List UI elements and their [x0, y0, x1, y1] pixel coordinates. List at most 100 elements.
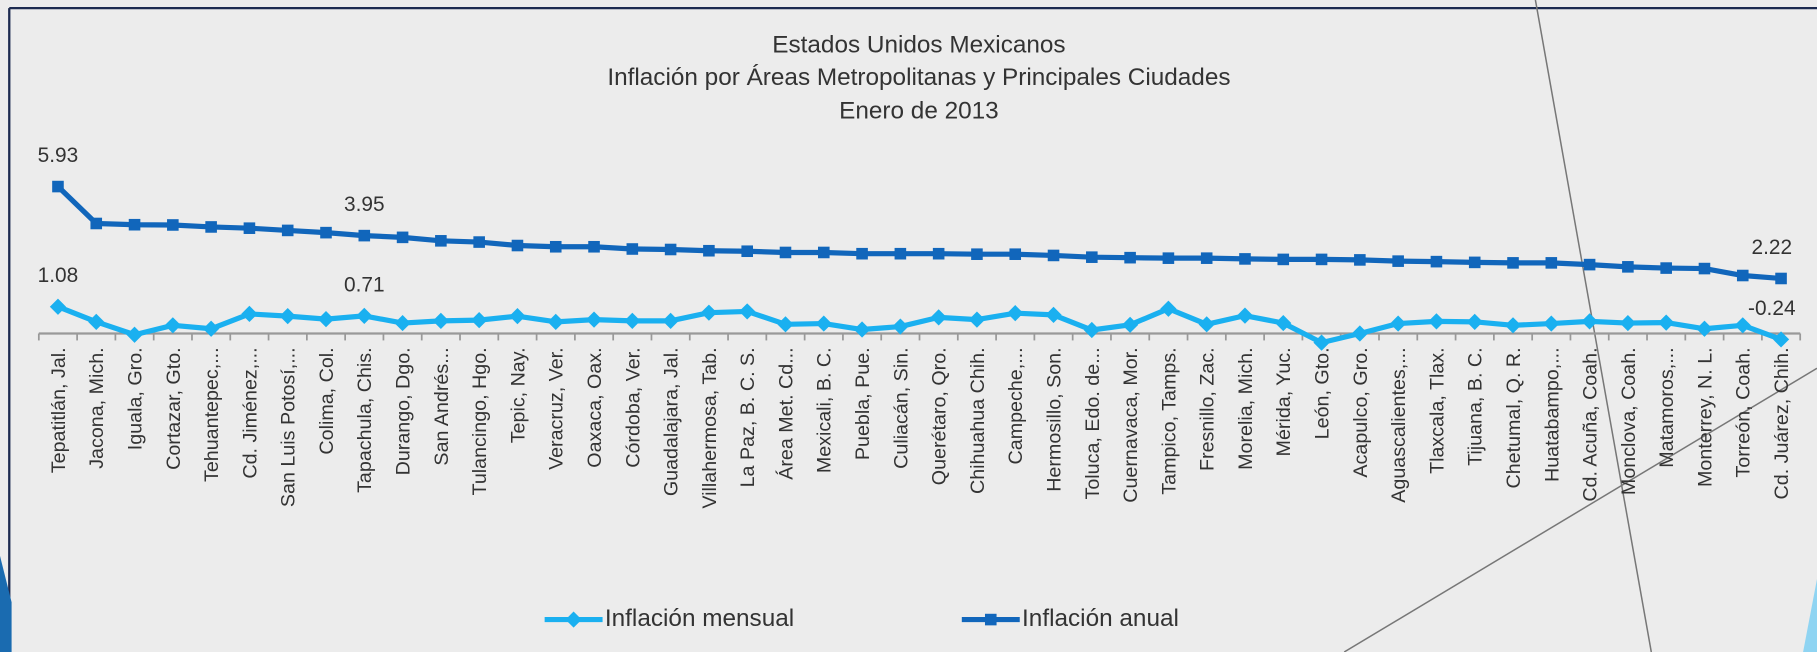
x-tick-label: Córdoba, Ver.: [622, 347, 644, 467]
decoration: [0, 555, 12, 652]
marker: [1507, 257, 1519, 269]
marker: [396, 231, 409, 244]
chart-title: Enero de 2013: [839, 98, 999, 125]
marker: [511, 239, 524, 252]
marker: [126, 326, 143, 343]
marker: [777, 316, 794, 333]
x-tick-label: Toluca, Edo. de...: [1082, 347, 1104, 499]
x-tick-label: San Luis Potosí,...: [278, 347, 300, 507]
x-tick-label: Matamoros,...: [1656, 347, 1678, 467]
x-tick-label: Monterrey, N. L.: [1694, 347, 1716, 487]
marker: [588, 240, 600, 253]
data-label: 1.08: [38, 264, 79, 287]
marker: [164, 317, 181, 334]
x-tick-label: Tapachula, Chis.: [354, 347, 376, 493]
x-tick-label: Villahermosa, Tab.: [699, 347, 721, 508]
x-tick-label: Cortazar, Gto.: [163, 347, 185, 470]
marker: [1583, 258, 1596, 271]
x-tick-label: San Andrés...: [431, 347, 453, 465]
marker: [128, 218, 141, 231]
marker: [664, 243, 677, 256]
data-label: 3.95: [344, 193, 385, 216]
marker: [779, 246, 792, 259]
legend-label: Inflación mensual: [605, 605, 794, 632]
marker: [1086, 251, 1098, 263]
marker: [549, 240, 562, 253]
marker: [1124, 251, 1136, 264]
x-tick-label: Tampico, Tamps.: [1158, 347, 1180, 494]
marker: [817, 246, 830, 259]
marker: [432, 312, 449, 329]
marker: [968, 311, 986, 328]
chart-title: Inflación por Áreas Metropolitanas y Pri…: [607, 64, 1230, 91]
marker: [930, 309, 947, 326]
x-tick-label: Jacona, Mich.: [86, 347, 108, 468]
marker: [932, 247, 945, 260]
x-tick-label: Tehuantepec,...: [201, 347, 223, 482]
chart-title: Estados Unidos Mexicanos: [772, 32, 1065, 59]
x-tick-label: León, Gto.: [1312, 347, 1334, 439]
x-tick-label: Hermosillo, Son.: [1043, 347, 1065, 491]
marker: [205, 221, 217, 233]
marker: [1619, 314, 1637, 332]
marker: [1545, 257, 1558, 269]
x-tick-label: Morelia, Mich.: [1235, 347, 1257, 469]
legend-marker: [984, 613, 997, 626]
marker: [203, 320, 220, 337]
marker: [1354, 254, 1366, 266]
marker: [1313, 334, 1330, 351]
x-tick-label: Oaxaca, Oax.: [584, 347, 606, 467]
marker: [1698, 262, 1711, 275]
x-tick-label: Tepic, Nay.: [507, 347, 529, 443]
marker: [1239, 253, 1251, 265]
marker: [1277, 253, 1290, 266]
line: [57, 304, 1782, 346]
marker: [741, 245, 753, 258]
x-tick-label: Durango, Dgo.: [393, 347, 415, 475]
marker: [894, 247, 907, 260]
marker: [853, 321, 871, 338]
x-tick-label: Chetumal, Q. R.: [1503, 347, 1525, 488]
marker: [52, 180, 64, 193]
marker: [547, 313, 564, 330]
data-label: 5.93: [38, 144, 79, 167]
marker: [662, 312, 679, 329]
data-label: 0.71: [344, 273, 385, 296]
x-tick-label: Torreón, Coah.: [1733, 347, 1755, 477]
x-tick-label: Tijuana, B. C.: [1465, 347, 1487, 466]
x-tick-label: Mexicali, B. C.: [814, 347, 836, 473]
marker: [1775, 272, 1787, 285]
marker: [1162, 252, 1175, 264]
marker: [243, 222, 256, 234]
marker: [1428, 313, 1445, 330]
line: [56, 184, 1782, 282]
marker: [1200, 252, 1213, 264]
marker: [1772, 331, 1790, 348]
marker: [167, 219, 179, 231]
x-tick-label: Tulancingo, Hgo.: [469, 347, 491, 495]
x-tick-label: Culiacán, Sin.: [890, 347, 912, 468]
x-tick-label: Guadalajara, Jal.: [661, 347, 683, 496]
marker: [1315, 253, 1328, 266]
x-tick-label: Área Met. Cd...: [774, 347, 797, 479]
marker: [1198, 316, 1215, 333]
marker: [1160, 300, 1177, 317]
legend-label: Inflación anual: [1022, 605, 1179, 632]
data-label: 2.22: [1751, 236, 1792, 259]
x-tick-label: Chihuahua Chih.: [967, 347, 989, 494]
x-tick-label: Fresnillo, Zac.: [1197, 347, 1219, 471]
marker: [1660, 262, 1672, 274]
x-tick-label: Querétaro, Qro.: [929, 347, 951, 485]
x-tick-label: Acapulco, Gro.: [1350, 347, 1372, 477]
marker: [1581, 313, 1598, 330]
x-tick-label: La Paz, B. C. S.: [737, 347, 759, 487]
decoration-line: [1534, 0, 1653, 652]
marker: [435, 235, 447, 247]
x-tick-label: Puebla, Pue.: [852, 347, 874, 460]
marker: [356, 307, 373, 325]
marker: [1275, 314, 1292, 332]
marker: [1045, 306, 1062, 324]
marker: [279, 308, 296, 325]
x-tick-label: Tlaxcala, Tlax.: [1426, 347, 1448, 474]
